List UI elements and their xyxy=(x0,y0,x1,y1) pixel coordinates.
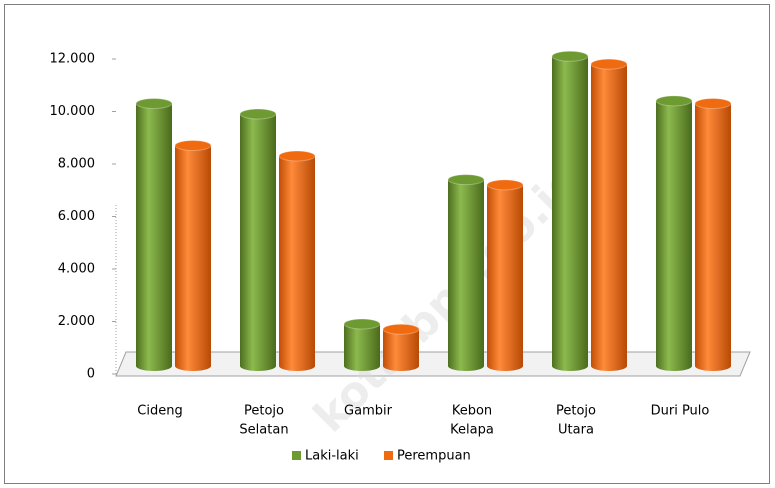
bar-top xyxy=(655,95,693,107)
x-tick-label: Cideng xyxy=(137,404,182,419)
x-tick-label: Kebon xyxy=(452,404,492,419)
legend-swatch xyxy=(384,451,393,460)
bar xyxy=(486,179,524,371)
y-tick-label: 0 xyxy=(87,367,95,382)
y-tick-label: 2.000 xyxy=(58,314,95,329)
bar-body xyxy=(591,64,627,366)
bar-body xyxy=(279,156,315,366)
bar-top xyxy=(343,318,381,330)
bar xyxy=(174,140,212,371)
bar-top xyxy=(278,150,316,162)
bar xyxy=(447,174,485,371)
y-tick-label: 8.000 xyxy=(58,157,95,172)
bar xyxy=(551,50,589,371)
chart-border xyxy=(4,4,770,484)
legend-label: Laki-laki xyxy=(305,449,359,464)
bar-body xyxy=(136,103,172,366)
floor xyxy=(115,351,751,377)
bar-body xyxy=(240,114,276,366)
legend-swatch xyxy=(292,451,301,460)
bar-top xyxy=(135,98,173,109)
bar xyxy=(239,108,277,371)
x-tick-label: Selatan xyxy=(239,423,288,438)
x-tick-label: Petojo xyxy=(556,404,596,419)
bar xyxy=(655,95,693,371)
bar-body xyxy=(383,329,419,366)
bar xyxy=(343,318,381,371)
bar-top xyxy=(590,58,628,70)
bar xyxy=(694,98,732,371)
bar-body xyxy=(344,324,380,366)
y-tick-label: 4.000 xyxy=(58,262,95,277)
x-tick-label: Gambir xyxy=(344,404,393,419)
x-tick-label: Kelapa xyxy=(450,423,494,438)
bar xyxy=(135,98,173,371)
bar xyxy=(382,323,420,371)
y-tick-label: 12.000 xyxy=(50,52,96,67)
x-tick-label: Duri Pulo xyxy=(651,404,710,419)
x-tick-label: Petojo xyxy=(244,404,284,419)
bar-body xyxy=(552,56,588,366)
bar-body xyxy=(448,179,484,366)
y-tick-label: 10.000 xyxy=(50,104,96,119)
bar-top xyxy=(486,179,524,191)
bar-body xyxy=(487,184,523,366)
bar xyxy=(590,58,628,371)
bar-top xyxy=(239,108,277,120)
bar-body xyxy=(175,145,211,366)
bar-top xyxy=(382,323,420,335)
bar-top xyxy=(447,174,485,186)
legend-label: Perempuan xyxy=(397,449,471,464)
bar-top xyxy=(551,50,589,62)
bar-body xyxy=(695,103,731,366)
y-tick-label: 6.000 xyxy=(58,209,95,224)
x-tick-label: Utara xyxy=(558,423,594,438)
bar-top xyxy=(694,98,732,109)
bar xyxy=(278,150,316,371)
bar-top xyxy=(174,140,212,151)
bar-body xyxy=(656,100,692,366)
